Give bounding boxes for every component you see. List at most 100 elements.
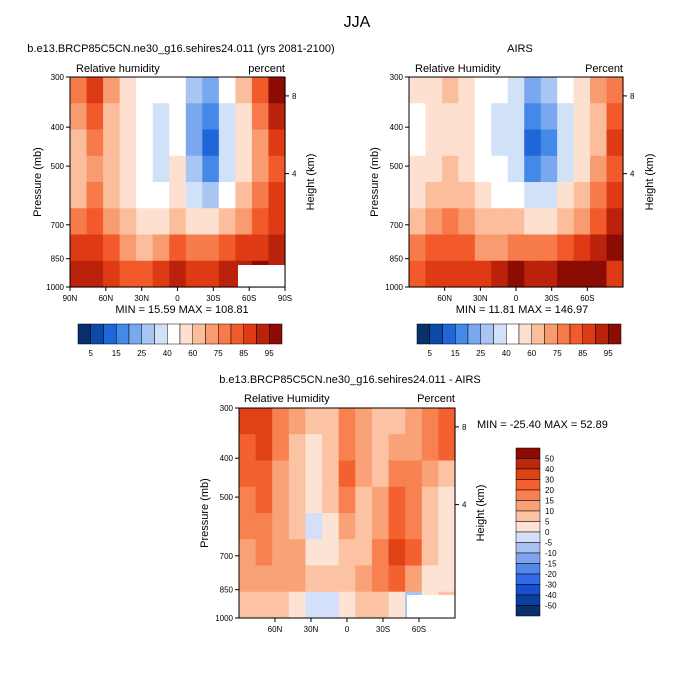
heatmap-cell: [491, 129, 509, 157]
heatmap-cell: [540, 260, 558, 288]
heatmap-cell: [235, 182, 253, 209]
heatmap-cell: [590, 208, 608, 236]
left-string: Relative Humidity: [244, 393, 330, 405]
heatmap-cell: [421, 460, 439, 488]
heatmap-cell: [507, 234, 525, 262]
heatmap-cell: [202, 260, 220, 288]
colorbar-swatch: [493, 323, 507, 345]
heatmap-cell: [185, 260, 203, 288]
heatmap-cell: [458, 234, 476, 262]
heatmap-cell: [86, 103, 104, 131]
heatmap-cell: [540, 182, 558, 209]
colorbar-swatch: [515, 479, 541, 491]
heatmap-cell: [355, 513, 373, 540]
heatmap-cell: [425, 155, 443, 183]
x-tick-label: 0: [514, 294, 519, 303]
colorbar-label: 25: [137, 349, 146, 358]
heatmap-cell: [371, 460, 390, 488]
heatmap-cell: [305, 460, 323, 488]
colorbar-swatch: [205, 323, 219, 345]
heatmap-cell: [185, 77, 203, 104]
heatmap-cell: [322, 408, 340, 435]
x-tick-label: 30S: [206, 294, 220, 303]
heatmap-cell: [202, 234, 220, 262]
heatmap-cell: [218, 234, 236, 262]
colorbar-label: 95: [604, 349, 613, 358]
heatmap-cell: [288, 565, 307, 593]
heatmap-cell: [338, 591, 356, 619]
heatmap-cell: [557, 182, 575, 209]
heatmap-cell: [409, 260, 427, 288]
heatmap-cell: [268, 103, 286, 131]
colorbar-swatch: [531, 323, 545, 345]
colorbar-swatch: [218, 323, 232, 345]
heatmap-cell: [590, 77, 608, 104]
heatmap-cell: [371, 408, 390, 435]
heatmap-cell: [338, 565, 356, 593]
heatmap-cell: [136, 208, 154, 236]
colorbar-label: 50: [545, 455, 554, 464]
x-tick-label: 60N: [98, 294, 113, 303]
x-tick-label: 90N: [63, 294, 78, 303]
heatmap-cell: [405, 565, 423, 593]
panel-title: b.e13.BRCP85C5CN.ne30_g16.sehires24.011 …: [219, 374, 481, 386]
heatmap-cell: [409, 208, 427, 236]
heatmap-cell: [590, 155, 608, 183]
heatmap-cell: [136, 155, 154, 183]
heatmap-cell: [388, 408, 406, 435]
colorbar-label: 40: [545, 465, 554, 474]
heatmap-cell: [491, 234, 509, 262]
heatmap-cell: [202, 182, 220, 209]
heatmap-cell: [606, 77, 624, 104]
heatmap-cell: [185, 182, 203, 209]
heatmap-cell: [355, 539, 373, 567]
colorbar-label: 85: [578, 349, 587, 358]
heatmap-cell: [86, 155, 104, 183]
y2-tick-label: 8: [292, 92, 297, 101]
colorbar-label: 75: [553, 349, 562, 358]
heatmap-cell: [474, 155, 492, 183]
heatmap-cell: [491, 260, 509, 288]
x-ticks: 90N 60N 30N 0 30S 60S 90S: [63, 287, 292, 303]
panel-airs: AIRS Relative Humidity Percent 60N 30N 0 30…: [369, 43, 656, 358]
colorbar-swatch: [90, 323, 104, 345]
heatmap-cell: [86, 182, 104, 209]
colorbar-swatch: [77, 323, 91, 345]
heatmap-cell: [441, 182, 459, 209]
colorbar-swatch: [569, 323, 583, 345]
heatmap-cell: [606, 182, 624, 209]
stats-label: MIN = -25.40 MAX = 52.89: [477, 419, 608, 431]
heatmap-cell: [441, 155, 459, 183]
heatmap-cell: [425, 234, 443, 262]
heatmap-cell: [169, 77, 187, 104]
heatmap-cell: [557, 155, 575, 183]
y2-ticks: 84: [623, 92, 635, 179]
heatmap-cell: [491, 155, 509, 183]
heatmap-cell: [458, 103, 476, 131]
colorbar-swatch: [608, 323, 622, 345]
heatmap-cell: [371, 591, 390, 619]
y-tick-label: 300: [51, 73, 65, 82]
heatmap-cell: [405, 460, 423, 488]
heatmap-cell: [136, 103, 154, 131]
heatmap-cell: [152, 260, 170, 288]
heatmap-cell: [235, 234, 253, 262]
heatmap-cell: [272, 539, 290, 567]
heatmap-cell: [355, 460, 373, 488]
colorbar-swatch: [506, 323, 520, 345]
heatmap-cell: [355, 486, 373, 514]
heatmap-cell: [507, 103, 525, 131]
heatmap-cell: [255, 460, 273, 488]
heatmap-cell: [524, 155, 542, 183]
colorbar-swatch: [269, 323, 283, 345]
heatmap-cell: [185, 234, 203, 262]
heatmap-cell: [557, 129, 575, 157]
heatmap-cell: [441, 260, 459, 288]
heatmap-cell: [255, 434, 273, 462]
heatmap-cell: [70, 260, 88, 288]
y-tick-label: 500: [220, 493, 234, 502]
x-ticks: 60N 30N 0 30S 60S: [268, 618, 426, 634]
heatmap-cell: [474, 234, 492, 262]
heatmap-cell: [103, 155, 121, 183]
colorbar-swatch: [515, 594, 541, 606]
